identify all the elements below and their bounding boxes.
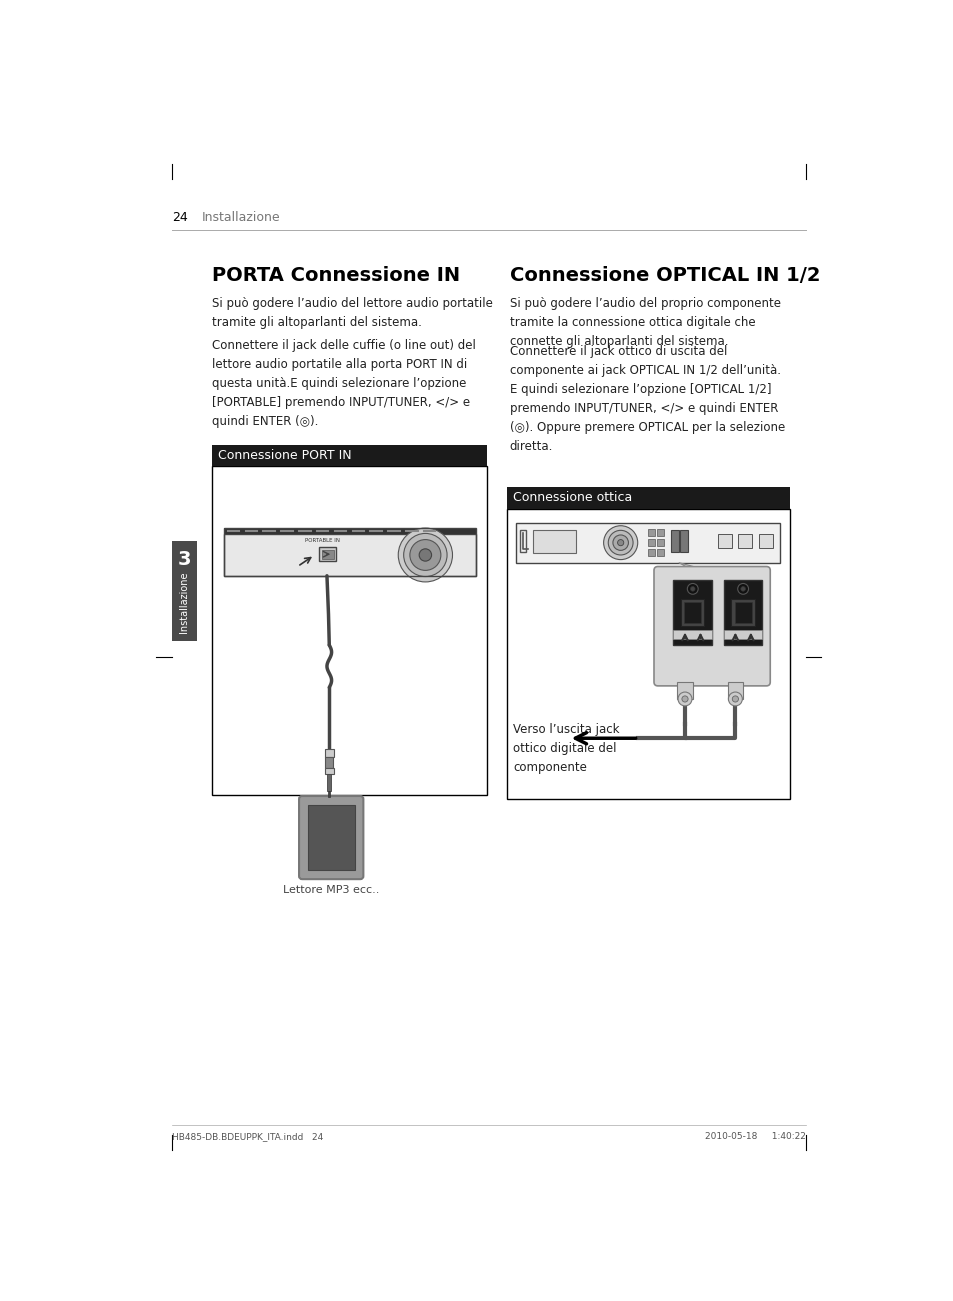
Bar bbox=[647, 528, 654, 536]
Circle shape bbox=[397, 528, 452, 582]
Bar bbox=[324, 768, 334, 774]
Text: 24: 24 bbox=[172, 211, 188, 224]
Bar bbox=[516, 523, 780, 562]
Text: Connettere il jack delle cuffie (o line out) del
lettore audio portatile alla po: Connettere il jack delle cuffie (o line … bbox=[212, 340, 476, 428]
Bar bbox=[307, 805, 355, 870]
Circle shape bbox=[617, 540, 623, 545]
Bar bbox=[325, 757, 333, 768]
Text: Verso l’uscita jack
ottico digitale del
componente: Verso l’uscita jack ottico digitale del … bbox=[513, 723, 618, 774]
Text: PORTA Connessione IN: PORTA Connessione IN bbox=[212, 267, 460, 285]
Bar bbox=[212, 445, 487, 467]
Bar bbox=[657, 539, 663, 545]
Bar bbox=[506, 487, 789, 509]
Bar bbox=[731, 598, 754, 626]
Bar bbox=[324, 749, 334, 757]
Bar bbox=[683, 602, 700, 623]
Circle shape bbox=[410, 540, 440, 570]
Bar bbox=[679, 531, 687, 552]
Bar bbox=[673, 630, 711, 639]
FancyBboxPatch shape bbox=[654, 566, 769, 686]
Bar bbox=[718, 535, 732, 548]
Bar bbox=[670, 531, 679, 552]
Circle shape bbox=[678, 692, 691, 706]
Bar bbox=[723, 630, 761, 639]
Bar bbox=[224, 528, 476, 576]
Bar bbox=[533, 531, 575, 553]
Text: 3: 3 bbox=[177, 550, 191, 569]
Text: 2010-05-18     1:40:22: 2010-05-18 1:40:22 bbox=[704, 1132, 805, 1141]
Bar bbox=[328, 791, 330, 796]
Circle shape bbox=[403, 533, 447, 576]
Circle shape bbox=[686, 583, 698, 595]
Circle shape bbox=[690, 587, 695, 591]
Bar bbox=[657, 528, 663, 536]
Bar bbox=[319, 548, 335, 561]
Bar bbox=[519, 531, 525, 552]
Bar bbox=[657, 549, 663, 556]
Bar bbox=[321, 549, 334, 559]
Bar bbox=[172, 541, 196, 641]
Circle shape bbox=[608, 531, 633, 556]
Text: Lettore MP3 ecc..: Lettore MP3 ecc.. bbox=[282, 885, 378, 895]
Text: Connettere il jack ottico di uscita del
componente ai jack OPTICAL IN 1/2 dell’u: Connettere il jack ottico di uscita del … bbox=[509, 345, 784, 453]
Bar bbox=[327, 774, 331, 791]
Bar bbox=[758, 535, 772, 548]
Bar bbox=[673, 580, 711, 645]
Bar bbox=[647, 549, 654, 556]
Circle shape bbox=[603, 526, 637, 559]
Text: Si può godere l’audio del lettore audio portatile
tramite gli altoparlanti del s: Si può godere l’audio del lettore audio … bbox=[212, 297, 493, 329]
Text: Connessione PORT IN: Connessione PORT IN bbox=[218, 449, 352, 462]
Text: Installazione: Installazione bbox=[179, 572, 189, 634]
Circle shape bbox=[737, 583, 748, 595]
Circle shape bbox=[732, 696, 738, 703]
Polygon shape bbox=[679, 562, 707, 570]
Circle shape bbox=[681, 696, 687, 703]
Bar bbox=[647, 539, 654, 545]
FancyBboxPatch shape bbox=[298, 796, 363, 879]
Text: Si può godere l’audio del proprio componente
tramite la connessione ottica digit: Si può godere l’audio del proprio compon… bbox=[509, 297, 781, 349]
Bar bbox=[224, 528, 476, 535]
Circle shape bbox=[418, 549, 431, 561]
Text: PORTABLE IN: PORTABLE IN bbox=[305, 537, 340, 543]
Circle shape bbox=[728, 692, 741, 706]
Circle shape bbox=[740, 587, 744, 591]
Bar bbox=[723, 580, 761, 645]
Bar bbox=[677, 682, 692, 699]
Bar bbox=[212, 467, 487, 795]
Bar bbox=[224, 535, 476, 576]
Bar bbox=[680, 598, 703, 626]
Bar bbox=[738, 535, 752, 548]
Text: Connessione ottica: Connessione ottica bbox=[513, 490, 632, 503]
Circle shape bbox=[612, 535, 628, 550]
Bar bbox=[734, 602, 751, 623]
Bar bbox=[727, 682, 742, 699]
Text: Installazione: Installazione bbox=[201, 211, 280, 224]
Text: Connessione OPTICAL IN 1/2: Connessione OPTICAL IN 1/2 bbox=[509, 267, 820, 285]
Text: HB485-DB.BDEUPPK_ITA.indd   24: HB485-DB.BDEUPPK_ITA.indd 24 bbox=[172, 1132, 323, 1141]
Bar bbox=[506, 509, 789, 799]
